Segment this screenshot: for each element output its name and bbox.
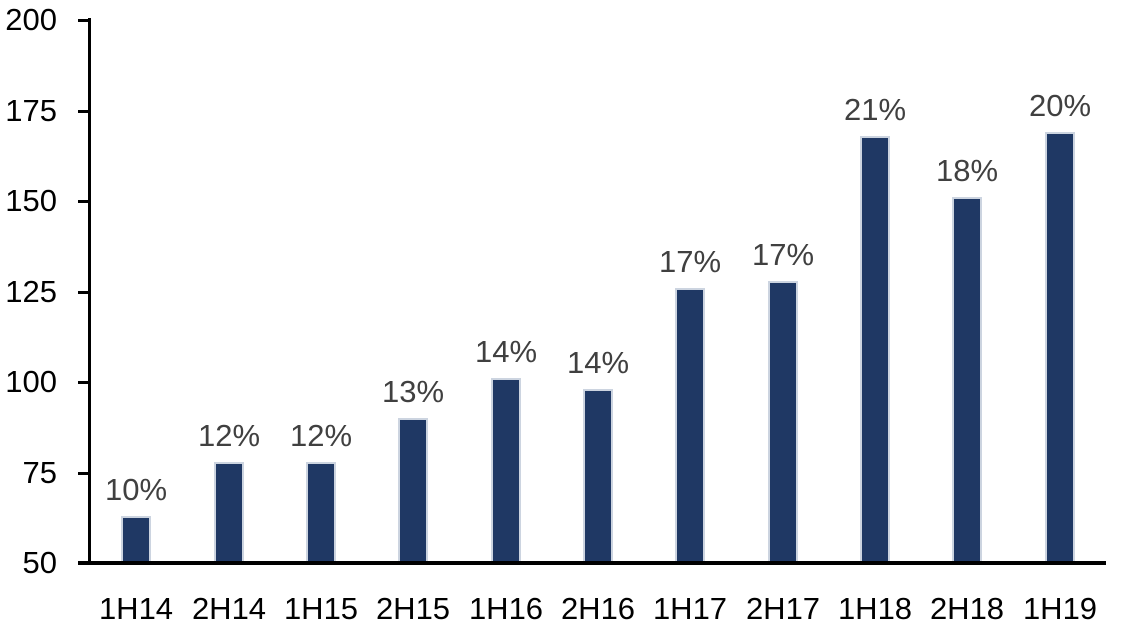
y-tick (78, 200, 90, 203)
y-tick-label: 175 (5, 93, 57, 128)
bar-value-label: 12% (289, 418, 353, 453)
y-tick-label: 150 (5, 183, 57, 218)
bar-value-label: 21% (843, 92, 907, 127)
bar (860, 136, 890, 563)
bar (491, 378, 521, 563)
bar (675, 288, 705, 563)
bar (306, 462, 336, 563)
bar-value-label: 20% (1028, 88, 1092, 123)
bar (214, 462, 244, 563)
bar (768, 281, 798, 563)
x-tick-label: 1H15 (283, 591, 359, 626)
x-tick-label: 1H16 (468, 591, 544, 626)
x-tick-label: 2H18 (929, 591, 1005, 626)
y-tick-label: 125 (5, 274, 57, 309)
y-tick-label: 75 (22, 455, 57, 490)
y-tick-label: 100 (5, 364, 57, 399)
bar-value-label: 17% (751, 237, 815, 272)
y-tick (78, 110, 90, 113)
bar-value-label: 17% (658, 244, 722, 279)
x-tick-label: 1H19 (1022, 591, 1098, 626)
y-tick (78, 291, 90, 294)
x-tick-label: 2H15 (375, 591, 451, 626)
bar-value-label: 14% (474, 334, 538, 369)
x-tick-label: 2H17 (745, 591, 821, 626)
bar (952, 197, 982, 563)
bar (1045, 132, 1075, 563)
x-axis-line (78, 561, 1106, 565)
x-tick-label: 1H17 (652, 591, 728, 626)
bar-value-label: 13% (381, 374, 445, 409)
y-tick-label: 50 (22, 545, 57, 580)
bar (583, 389, 613, 563)
bar-value-label: 14% (566, 345, 630, 380)
y-tick (78, 381, 90, 384)
y-tick (78, 19, 90, 22)
bar-value-label: 12% (197, 418, 261, 453)
bar-value-label: 10% (104, 472, 168, 507)
x-tick-label: 1H14 (98, 591, 174, 626)
y-tick (78, 472, 90, 475)
bar (398, 418, 428, 563)
bar (121, 516, 151, 563)
x-tick-label: 2H14 (191, 591, 267, 626)
y-tick-label: 200 (5, 2, 57, 37)
bar-value-label: 18% (935, 153, 999, 188)
x-tick-label: 2H16 (560, 591, 636, 626)
x-tick-label: 1H18 (837, 591, 913, 626)
